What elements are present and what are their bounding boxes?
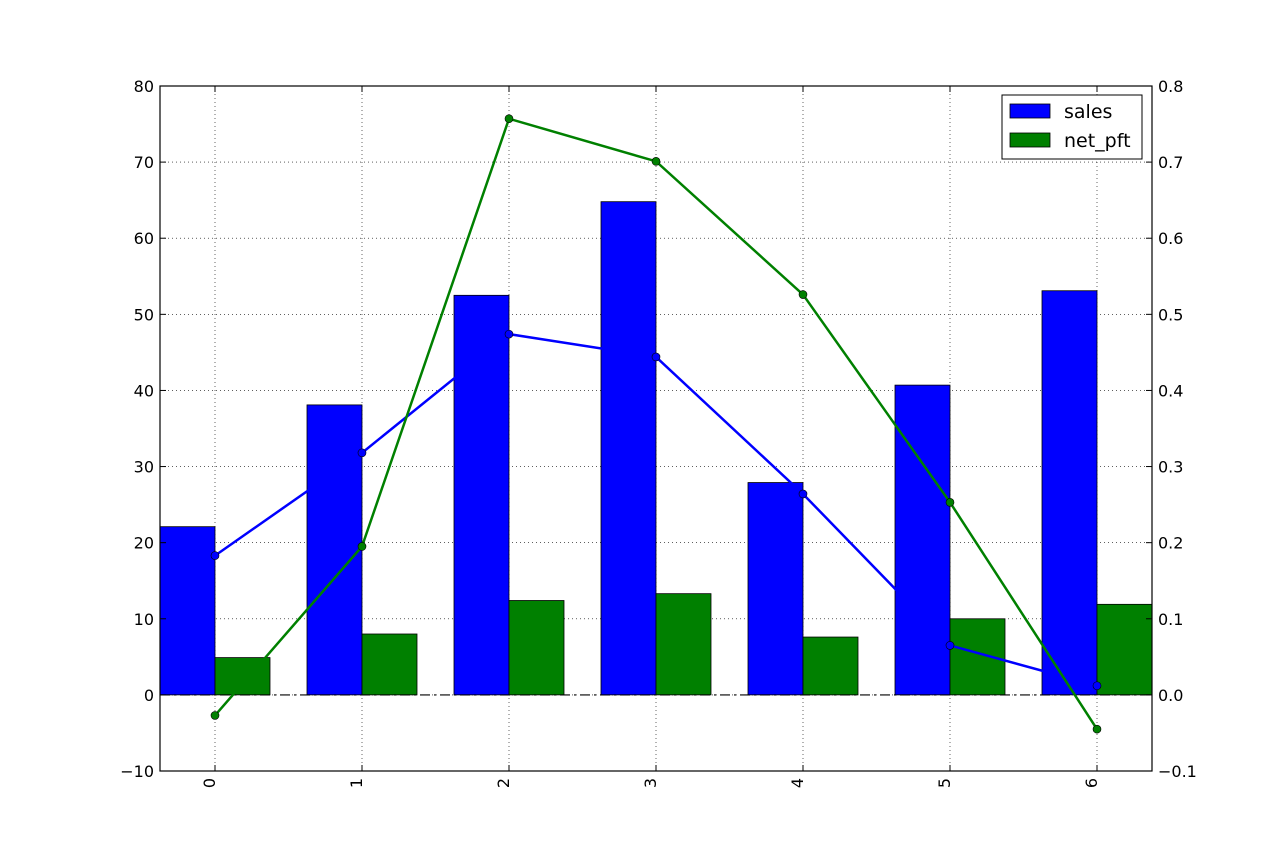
bar-sales xyxy=(747,482,804,696)
bar-sales xyxy=(1041,290,1098,696)
ytick-label-left: 70 xyxy=(134,153,154,172)
ytick-label-left: 50 xyxy=(134,305,154,324)
ytick-label-right: 0.2 xyxy=(1158,534,1183,553)
line-marker-0 xyxy=(357,448,367,458)
xtick-label: 6 xyxy=(1082,778,1101,788)
ytick-label-left: −10 xyxy=(120,762,154,781)
lines xyxy=(210,114,1102,734)
axes-ticks: −1001020304050607080−0.10.00.10.20.30.40… xyxy=(120,77,1197,788)
xtick-label: 5 xyxy=(935,778,954,788)
bar-net-pft xyxy=(802,636,859,696)
xtick-label: 1 xyxy=(347,778,366,788)
ytick-label-left: 40 xyxy=(134,381,154,400)
line-marker-1 xyxy=(504,114,514,124)
ytick-label-right: 0.4 xyxy=(1158,381,1183,400)
ytick-label-right: 0.7 xyxy=(1158,153,1183,172)
legend-swatch-net-pft xyxy=(1009,132,1051,148)
ytick-label-right: 0.1 xyxy=(1158,610,1183,629)
legend-label-net-pft: net_pft xyxy=(1064,130,1131,152)
ytick-label-left: 30 xyxy=(134,458,154,477)
bar-sales xyxy=(600,201,657,696)
line-marker-1 xyxy=(945,498,955,507)
legend-swatch-sales xyxy=(1009,103,1051,119)
ytick-label-left: 20 xyxy=(134,534,154,553)
line-marker-1 xyxy=(798,290,808,299)
line-marker-0 xyxy=(798,489,808,499)
xtick-label: 2 xyxy=(494,778,513,788)
bar-sales xyxy=(894,384,951,696)
ytick-label-right: 0.3 xyxy=(1158,458,1183,477)
bar-sales xyxy=(306,404,363,696)
bar-net-pft xyxy=(508,600,565,696)
bar-net-pft xyxy=(361,633,418,696)
ytick-label-left: 10 xyxy=(134,610,154,629)
line-marker-0 xyxy=(1092,681,1102,691)
ytick-label-left: 80 xyxy=(134,77,154,96)
bar-net-pft xyxy=(949,618,1006,696)
line-marker-1 xyxy=(210,711,220,720)
line-marker-1 xyxy=(357,542,367,551)
line-marker-1 xyxy=(1092,724,1102,734)
ytick-label-right: 0.6 xyxy=(1158,229,1183,248)
legend-label-sales: sales xyxy=(1064,101,1112,123)
ytick-label-right: 0.0 xyxy=(1158,686,1183,705)
line-marker-0 xyxy=(945,641,955,650)
line-marker-0 xyxy=(651,352,661,362)
ytick-label-left: 0 xyxy=(144,686,154,705)
bars xyxy=(159,201,1153,696)
ytick-label-right: −0.1 xyxy=(1158,762,1197,781)
ytick-label-right: 0.5 xyxy=(1158,305,1183,324)
xtick-label: 3 xyxy=(641,778,660,788)
bar-net-pft xyxy=(655,593,712,696)
bar-net-pft xyxy=(1096,603,1153,696)
legend: sales net_pft xyxy=(1001,94,1143,160)
bar-sales xyxy=(453,294,510,696)
xtick-label: 4 xyxy=(788,778,807,788)
line-marker-0 xyxy=(210,551,220,560)
line-marker-0 xyxy=(504,329,514,339)
bar-sales xyxy=(159,526,216,696)
line-marker-1 xyxy=(651,157,661,166)
ytick-label-right: 0.8 xyxy=(1158,77,1183,96)
ytick-label-left: 60 xyxy=(134,229,154,248)
xtick-label: 0 xyxy=(200,778,219,788)
